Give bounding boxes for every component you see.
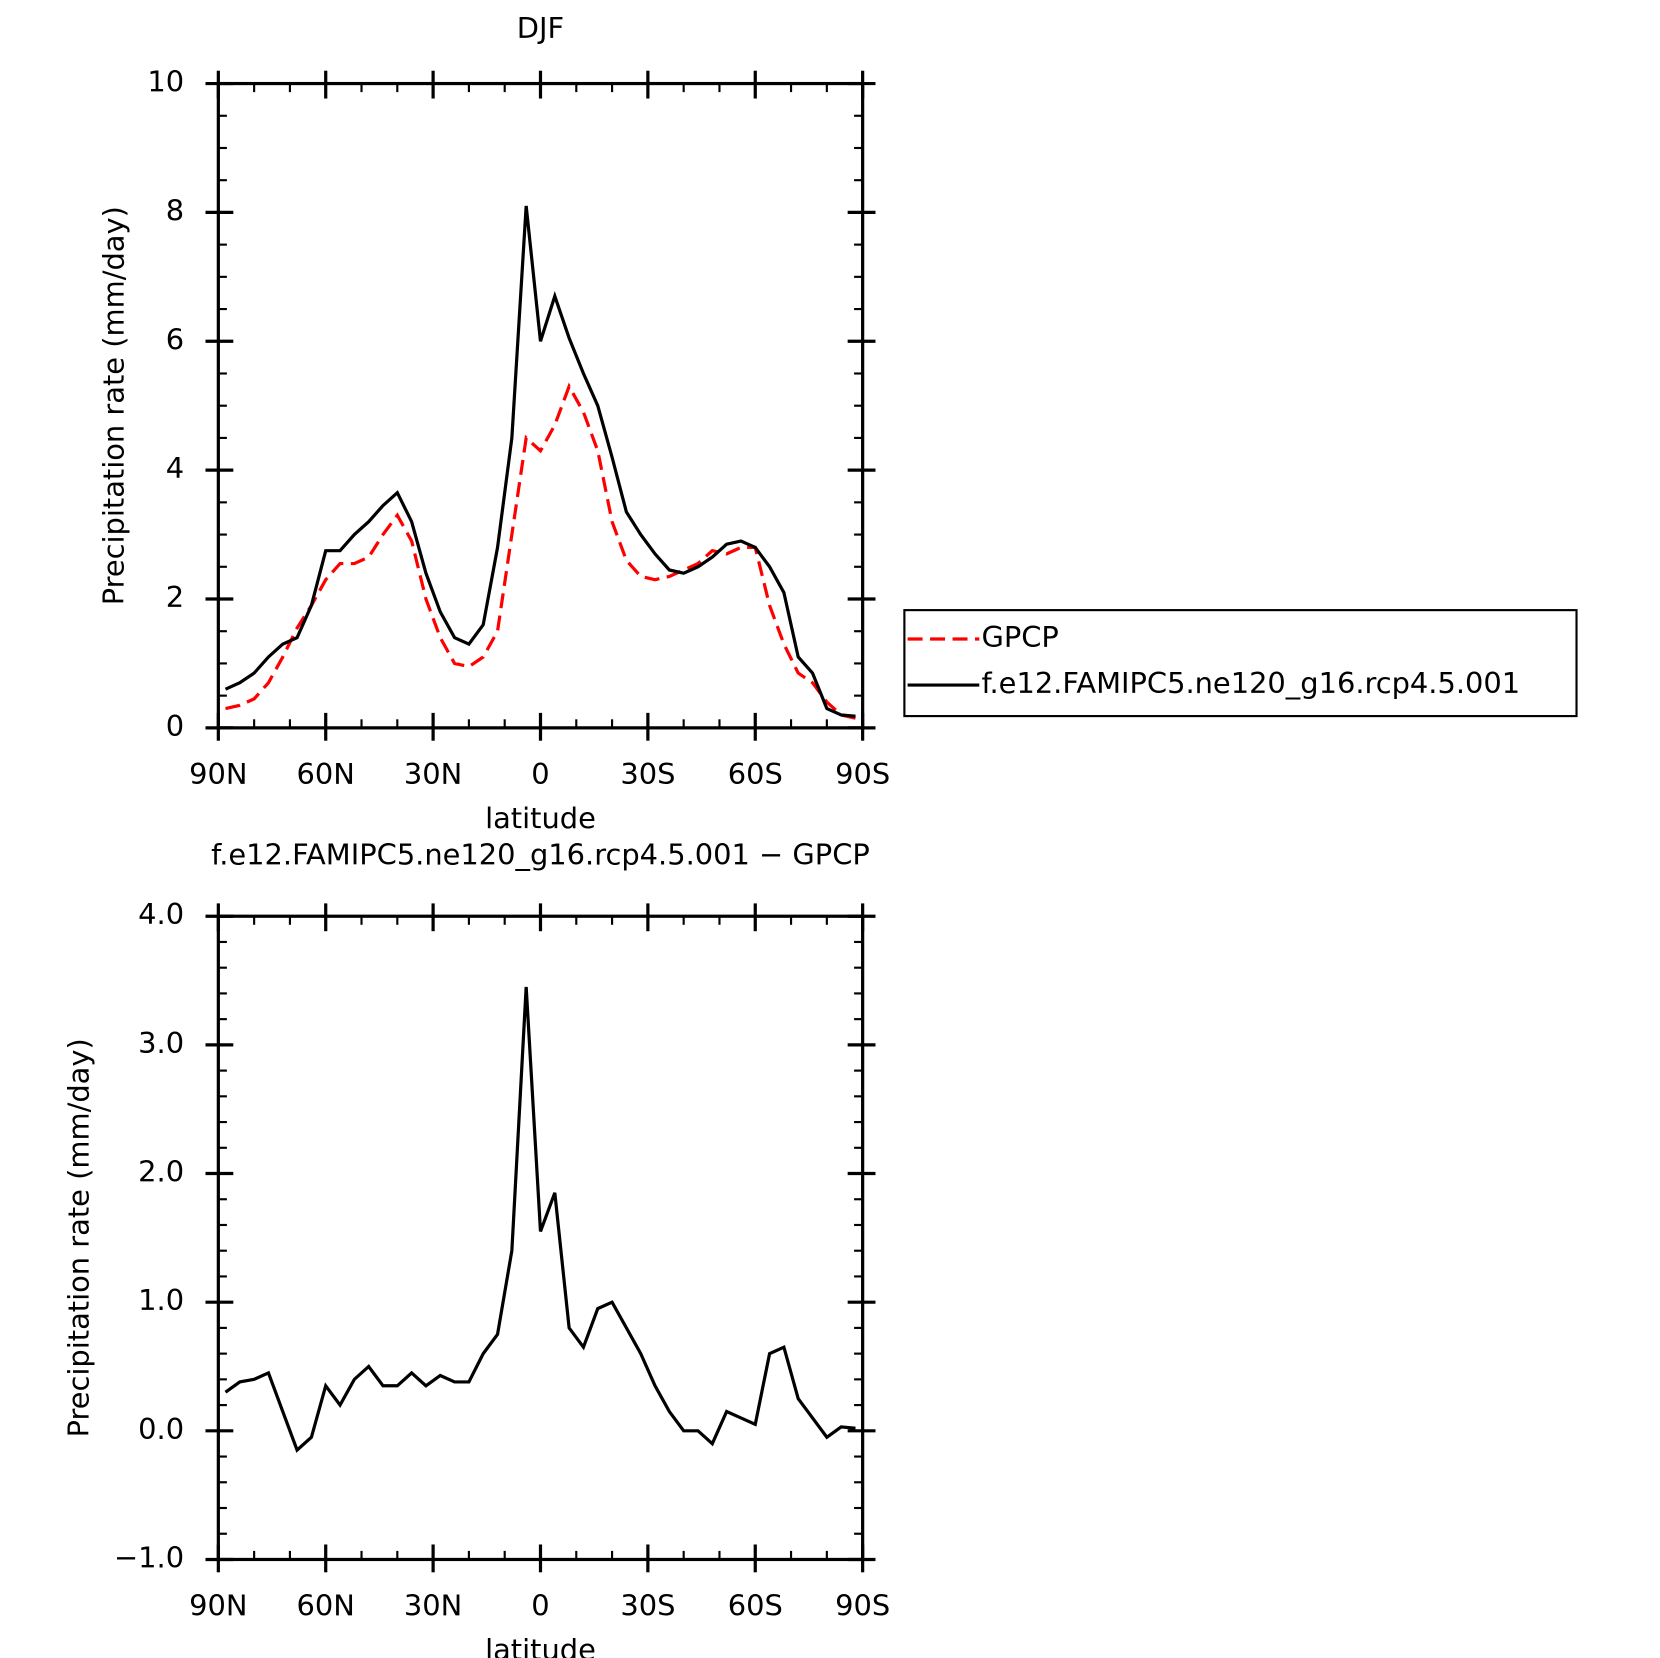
chart-title: DJF (517, 11, 564, 45)
plot-frame (216, 81, 865, 730)
x-tick-label: 60N (297, 757, 355, 791)
x-tick-label: 90S (835, 757, 890, 791)
x-tick-label: 30N (404, 1589, 462, 1623)
y-tick-label: 2.0 (138, 1155, 184, 1189)
y-tick-label: 8 (166, 193, 184, 227)
chart-title: f.e12.FAMIPC5.ne120_g16.rcp4.5.001 − GPC… (211, 837, 870, 871)
x-tick-label: 60S (728, 1589, 783, 1623)
y-tick-label: 4 (166, 451, 184, 485)
y-tick-label: 4.0 (138, 897, 184, 931)
x-tick-label: 30S (620, 757, 675, 791)
y-axis-label: Precipitation rate (mm/day) (61, 1038, 95, 1437)
legend-label: f.e12.FAMIPC5.ne120_g16.rcp4.5.001 (981, 666, 1520, 700)
series-line (225, 382, 856, 720)
legend-label: GPCP (981, 620, 1058, 654)
x-tick-label: 0 (531, 1589, 549, 1623)
x-axis-label: latitude (485, 801, 596, 835)
series-line (224, 205, 856, 718)
series-line (224, 986, 856, 1453)
x-tick-label: 60S (728, 757, 783, 791)
x-tick-label: 90N (189, 757, 247, 791)
y-tick-label: 3.0 (138, 1026, 184, 1060)
x-tick-label: 30N (404, 757, 462, 791)
x-tick-label: 30S (620, 1589, 675, 1623)
y-tick-label: 10 (147, 65, 184, 99)
plot-frame (216, 914, 865, 1562)
x-tick-label: 90N (189, 1589, 247, 1623)
y-tick-label: 2 (166, 580, 184, 614)
x-tick-label: 0 (531, 757, 549, 791)
y-tick-label: 1.0 (138, 1283, 184, 1317)
y-tick-label: 0.0 (138, 1412, 184, 1446)
x-tick-label: 60N (297, 1589, 355, 1623)
x-axis-label: latitude (485, 1633, 596, 1658)
y-tick-label: −1.0 (114, 1540, 184, 1574)
y-axis-label: Precipitation rate (mm/day) (97, 206, 131, 605)
y-tick-label: 0 (166, 709, 184, 743)
x-tick-label: 90S (835, 1589, 890, 1623)
y-tick-label: 6 (166, 322, 184, 356)
legend-box (903, 609, 1578, 718)
